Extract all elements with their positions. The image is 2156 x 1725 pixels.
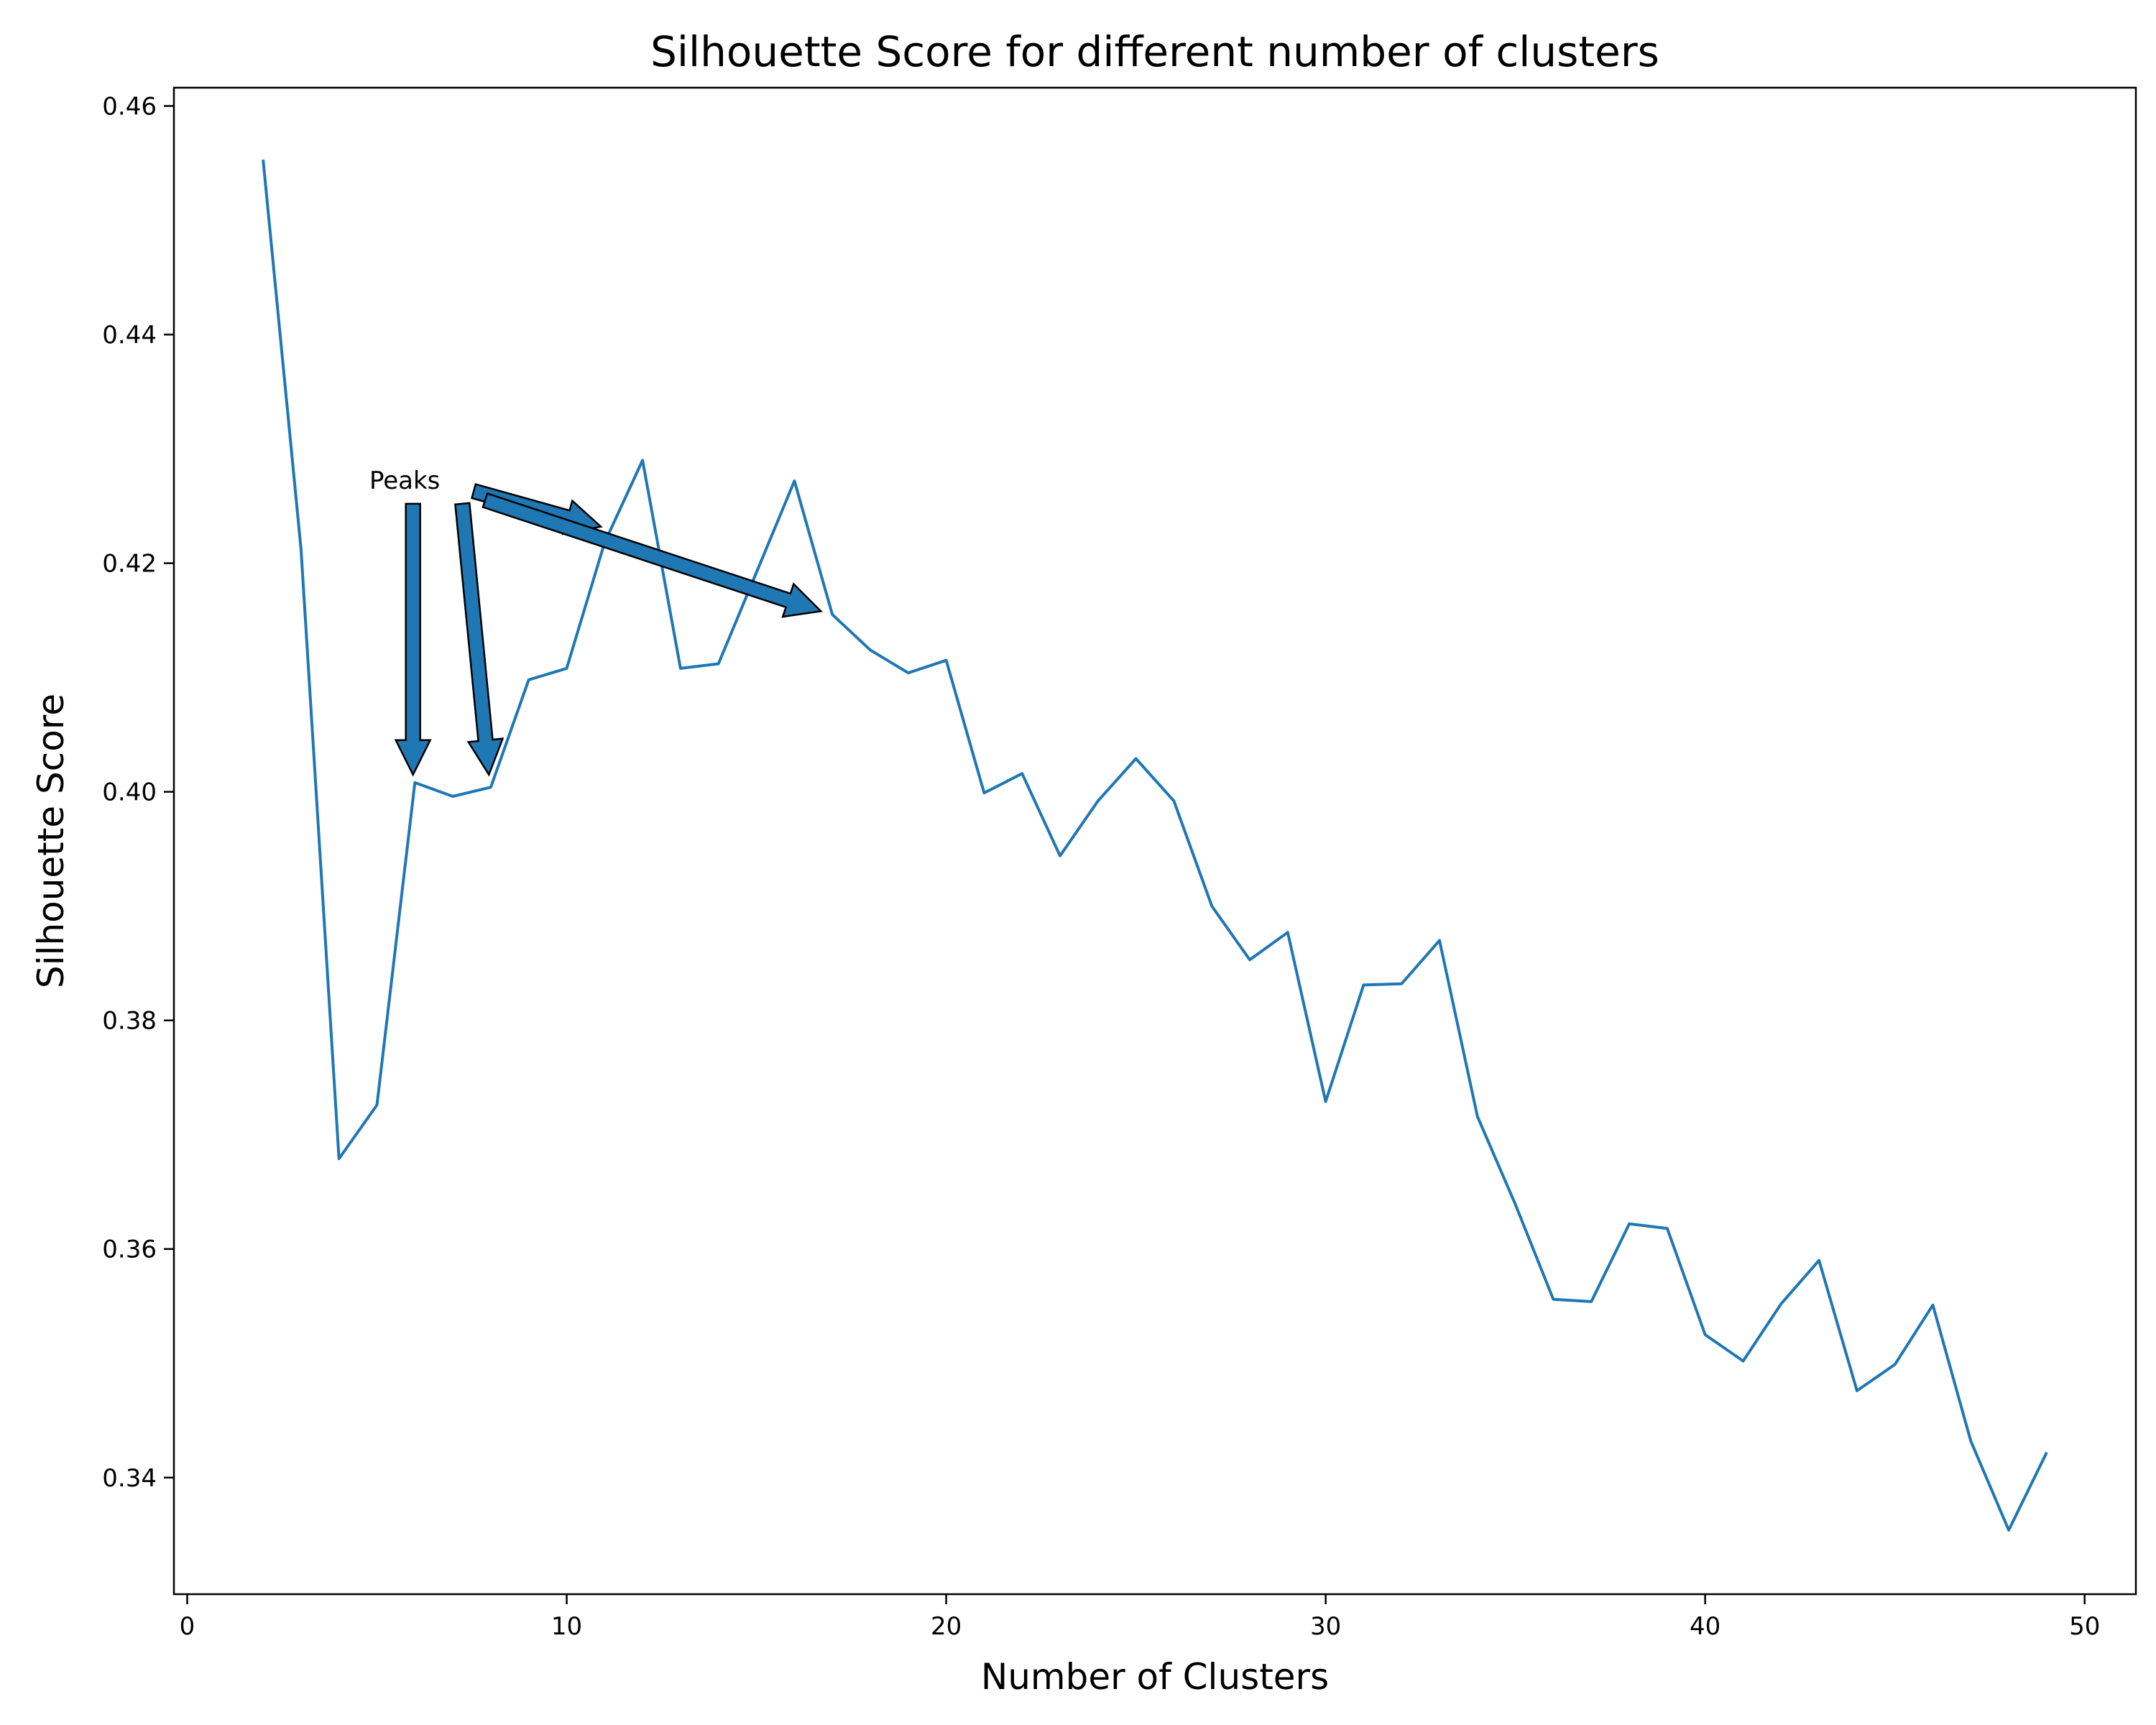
x-tick-label: 10	[551, 1612, 582, 1641]
annotation-arrow	[482, 492, 823, 618]
y-tick-label: 0.44	[102, 321, 157, 350]
x-tick-label: 50	[2069, 1612, 2100, 1641]
x-axis-label: Number of Clusters	[981, 1656, 1329, 1698]
annotation-label: Peaks	[369, 466, 440, 495]
x-tick-label: 40	[1690, 1612, 1720, 1641]
plot-area	[262, 160, 2048, 1532]
y-tick-label: 0.36	[102, 1236, 157, 1264]
x-tick-label: 30	[1310, 1612, 1341, 1641]
plot-frame	[172, 86, 2137, 1596]
peaks-annotation: Peaks	[369, 466, 823, 777]
annotation-arrow	[394, 502, 432, 777]
series-line	[262, 160, 2048, 1532]
x-axis-ticks: 0 10 20 30 40 50	[180, 1594, 2100, 1641]
y-axis-label: Silhouette Score	[30, 694, 72, 988]
y-tick-label: 0.34	[102, 1464, 157, 1493]
y-tick-label: 0.46	[102, 92, 157, 121]
chart-title: Silhouette Score for different number of…	[650, 27, 1659, 76]
annotation-arrow	[454, 502, 505, 777]
y-tick-label: 0.40	[102, 778, 157, 807]
y-tick-label: 0.42	[102, 550, 157, 579]
x-tick-label: 20	[931, 1612, 962, 1641]
x-tick-label: 0	[180, 1612, 195, 1641]
y-axis-ticks: 0.34 0.36 0.38 0.40 0.42 0.44 0.46	[102, 92, 174, 1493]
y-tick-label: 0.38	[102, 1007, 157, 1036]
